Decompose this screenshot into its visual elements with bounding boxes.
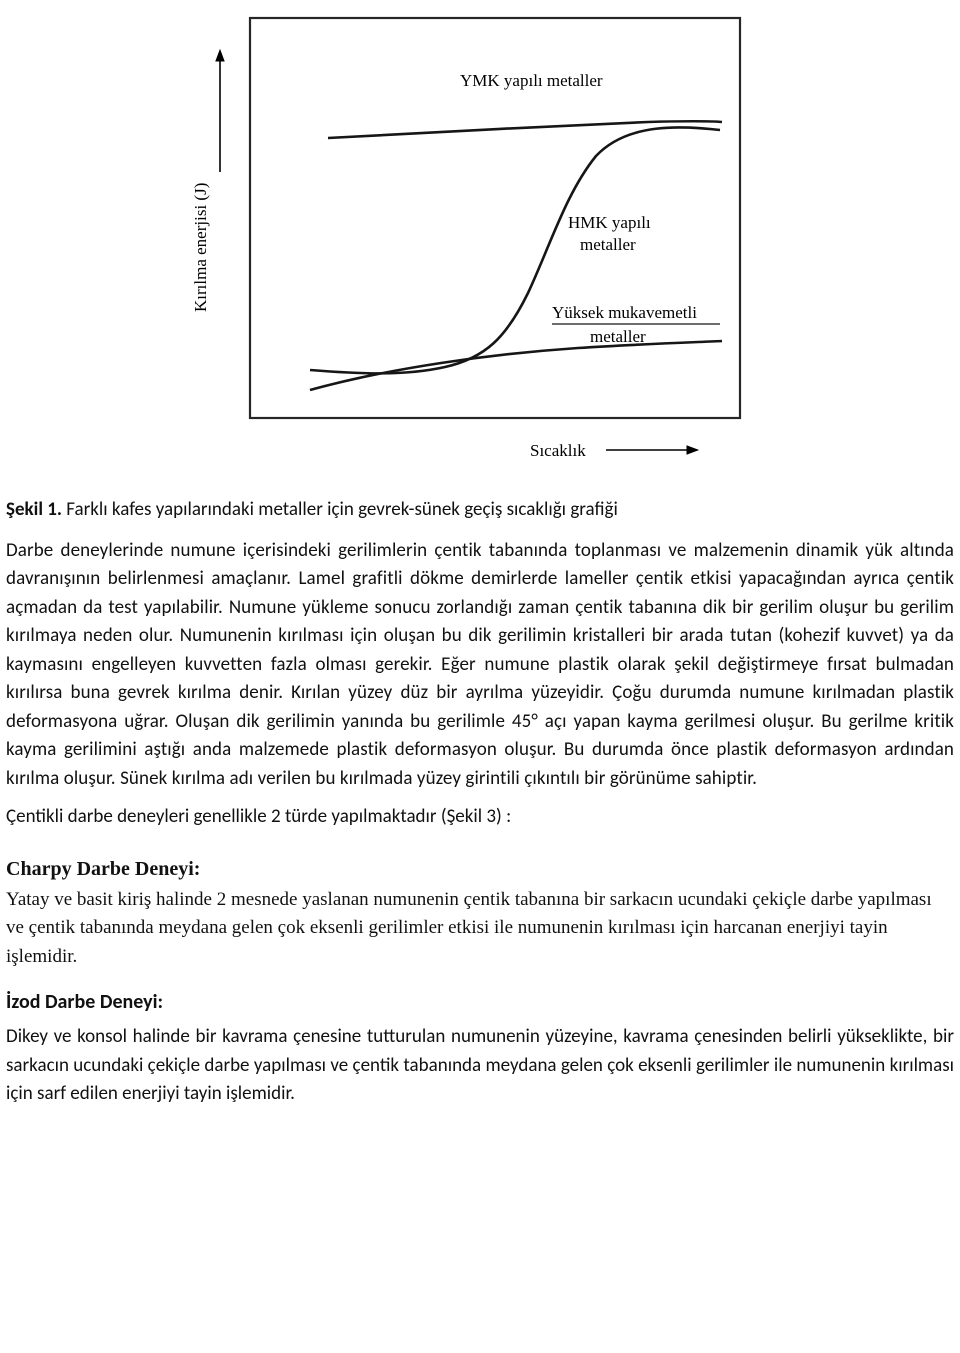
label-ymk: YMK yapılı metaller (460, 71, 603, 90)
figure-1-caption-text: Farklı kafes yapılarındaki metaller için… (62, 498, 618, 521)
label-low-1: Yüksek mukavemetli (552, 303, 697, 322)
label-hmk-2: metaller (580, 235, 636, 254)
figure-1-label: Şekil 1. (6, 498, 62, 521)
paragraph-main: Darbe deneylerinde numune içerisindeki g… (6, 537, 954, 794)
figure-1: Kırılma enerjisi (J) YMK yapılı metaller… (6, 12, 954, 482)
figure-1-svg: Kırılma enerjisi (J) YMK yapılı metaller… (180, 12, 780, 482)
paragraph-charpy: Yatay ve basit kiriş halinde 2 mesnede y… (6, 886, 954, 972)
heading-charpy: Charpy Darbe Deneyi: (6, 854, 954, 884)
label-low-2: metaller (590, 327, 646, 346)
paragraph-izod: Dikey ve konsol halinde bir kavrama çene… (6, 1023, 954, 1109)
paragraph-types: Çentikli darbe deneyleri genellikle 2 tü… (6, 803, 954, 832)
x-axis-label: Sıcaklık (530, 441, 586, 460)
label-hmk-1: HMK yapılı (568, 213, 651, 232)
heading-izod: İzod Darbe Deneyi: (6, 987, 954, 1017)
figure-1-caption: Şekil 1. Farklı kafes yapılarındaki meta… (6, 496, 954, 525)
y-axis-label: Kırılma enerjisi (J) (191, 183, 210, 312)
